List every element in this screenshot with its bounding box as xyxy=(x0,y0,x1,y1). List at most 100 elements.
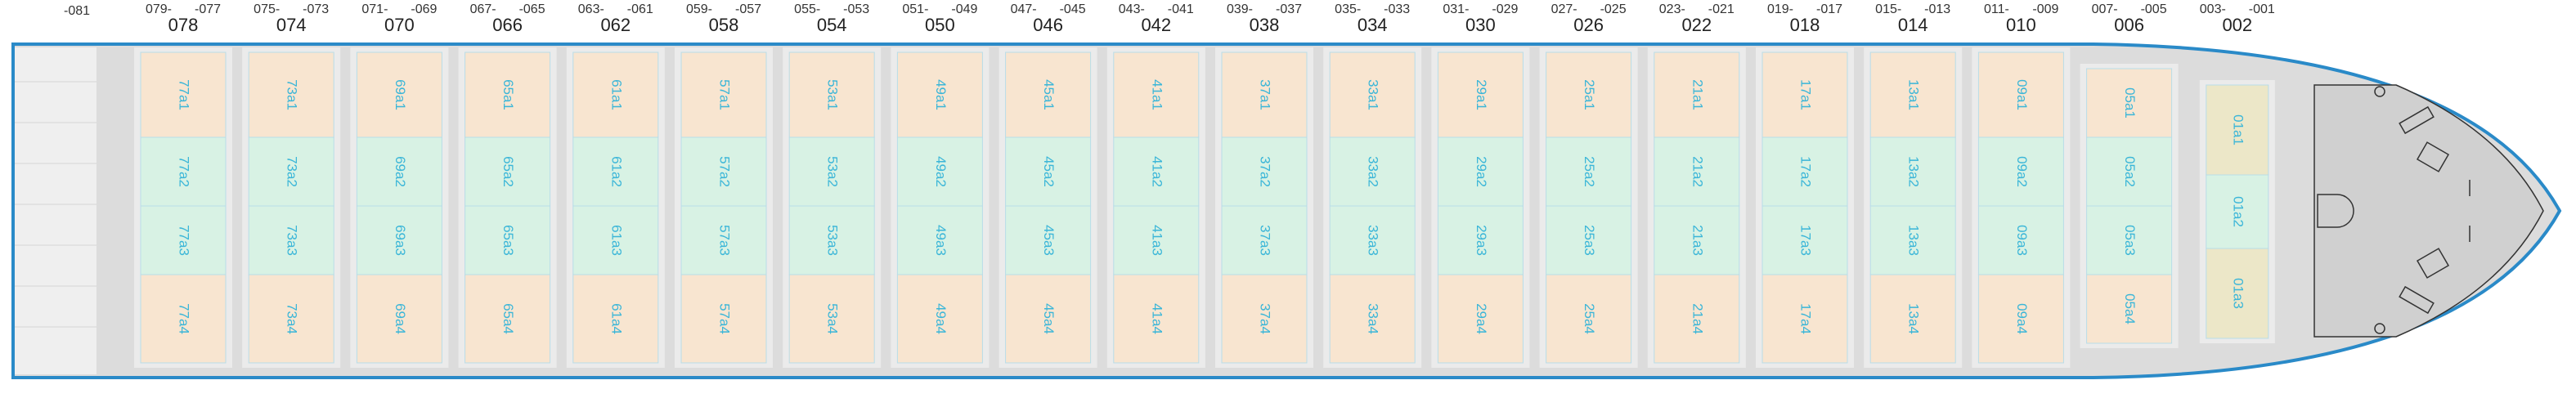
slot xyxy=(1761,51,1848,138)
bay-from: 071- xyxy=(361,2,388,16)
slot-label: 29a4 xyxy=(1474,303,1489,334)
bay-label: 078 xyxy=(168,15,199,35)
slot xyxy=(464,274,551,364)
slot xyxy=(1437,136,1524,207)
bay-from: 039- xyxy=(1227,2,1253,16)
slot-label: 49a4 xyxy=(933,303,949,334)
slot xyxy=(1005,274,1092,364)
bay-to: -049 xyxy=(951,2,977,16)
slot xyxy=(1761,136,1848,207)
slot xyxy=(1005,136,1092,207)
bay-from: 035- xyxy=(1335,2,1361,16)
slot xyxy=(356,274,442,364)
slot xyxy=(572,51,659,138)
slot-label: 33a4 xyxy=(1366,303,1381,334)
bay-from: 075- xyxy=(254,2,280,16)
slot xyxy=(1113,274,1200,364)
slot-label: 37a4 xyxy=(1258,303,1273,334)
bay-label: 042 xyxy=(1141,15,1171,35)
slot-label: 69a3 xyxy=(393,225,408,256)
slot-label: 13a2 xyxy=(1906,156,1922,187)
slot xyxy=(2086,205,2173,275)
slot-label: 41a3 xyxy=(1149,225,1165,256)
bay-from: 055- xyxy=(794,2,820,16)
slot-label: 73a3 xyxy=(285,225,300,256)
bay-label: 050 xyxy=(925,15,955,35)
slot-label: 61a1 xyxy=(608,79,624,110)
slot-label: 33a2 xyxy=(1366,156,1381,187)
bay-label: 074 xyxy=(276,15,307,35)
bay-from: 027- xyxy=(1551,2,1577,16)
slot xyxy=(1113,136,1200,207)
bay-to: -021 xyxy=(1708,2,1735,16)
slot xyxy=(2086,68,2173,138)
slot-label: 05a2 xyxy=(2122,156,2138,187)
bay-label: 054 xyxy=(817,15,847,35)
slot xyxy=(1005,205,1092,275)
bay-from: 063- xyxy=(578,2,604,16)
slot-label: 09a4 xyxy=(2014,303,2030,334)
slot xyxy=(1005,51,1092,138)
slot-label: 17a1 xyxy=(1798,79,1814,110)
slot-label: 09a1 xyxy=(2014,79,2030,110)
slot xyxy=(1329,205,1416,275)
slot-label: 45a4 xyxy=(1041,303,1057,334)
slot-label: 25a2 xyxy=(1582,156,1597,187)
bay-to: -037 xyxy=(1276,2,1302,16)
bay-to: -045 xyxy=(1060,2,1086,16)
slot xyxy=(356,205,442,275)
slot xyxy=(1329,136,1416,207)
slot-label: 17a2 xyxy=(1798,156,1814,187)
slot-label: 45a1 xyxy=(1041,79,1057,110)
slot xyxy=(1437,51,1524,138)
slot-label: 41a2 xyxy=(1149,156,1165,187)
slot xyxy=(464,51,551,138)
slot-label: 53a1 xyxy=(825,79,841,110)
slot-label: 49a1 xyxy=(933,79,949,110)
slot-label: 21a4 xyxy=(1690,303,1705,334)
bay-to: -001 xyxy=(2249,2,2275,16)
bay-to: -025 xyxy=(1600,2,1627,16)
slot-label: 41a4 xyxy=(1149,303,1165,334)
slot-label: 21a3 xyxy=(1690,225,1705,256)
slot xyxy=(140,205,227,275)
bay-label: 062 xyxy=(600,15,631,35)
slot-label: 49a2 xyxy=(933,156,949,187)
slot xyxy=(896,205,983,275)
slot-label: 17a4 xyxy=(1798,303,1814,334)
bay-to: -013 xyxy=(1924,2,1950,16)
slot xyxy=(1761,205,1848,275)
slot xyxy=(896,51,983,138)
slot-label: 33a3 xyxy=(1366,225,1381,256)
slot xyxy=(1329,51,1416,138)
slot xyxy=(1869,274,1956,364)
bay-from: 067- xyxy=(470,2,496,16)
slot-label: 61a2 xyxy=(608,156,624,187)
slot xyxy=(248,51,334,138)
slot xyxy=(1869,205,1956,275)
slot xyxy=(464,205,551,275)
slot xyxy=(1113,51,1200,138)
aft-label: -081 xyxy=(64,4,90,18)
slot xyxy=(1546,51,1632,138)
slot xyxy=(1329,274,1416,364)
slot-label: 37a1 xyxy=(1258,79,1273,110)
bay-to: -009 xyxy=(2032,2,2058,16)
slot xyxy=(1977,136,2064,207)
forecastle xyxy=(2313,84,2544,338)
slot xyxy=(896,274,983,364)
bay-from: 051- xyxy=(902,2,928,16)
slot-label: 05a1 xyxy=(2122,87,2138,119)
slot xyxy=(1221,51,1308,138)
bay-from: 031- xyxy=(1443,2,1469,16)
bay-label: 022 xyxy=(1681,15,1712,35)
bay-from: 059- xyxy=(686,2,712,16)
slot xyxy=(356,136,442,207)
bay-from: 023- xyxy=(1659,2,1685,16)
slot xyxy=(1654,136,1740,207)
slot-label: 21a2 xyxy=(1690,156,1705,187)
slot-label: 53a3 xyxy=(825,225,841,256)
bay-label: 038 xyxy=(1250,15,1280,35)
slot xyxy=(572,136,659,207)
slot xyxy=(140,274,227,364)
